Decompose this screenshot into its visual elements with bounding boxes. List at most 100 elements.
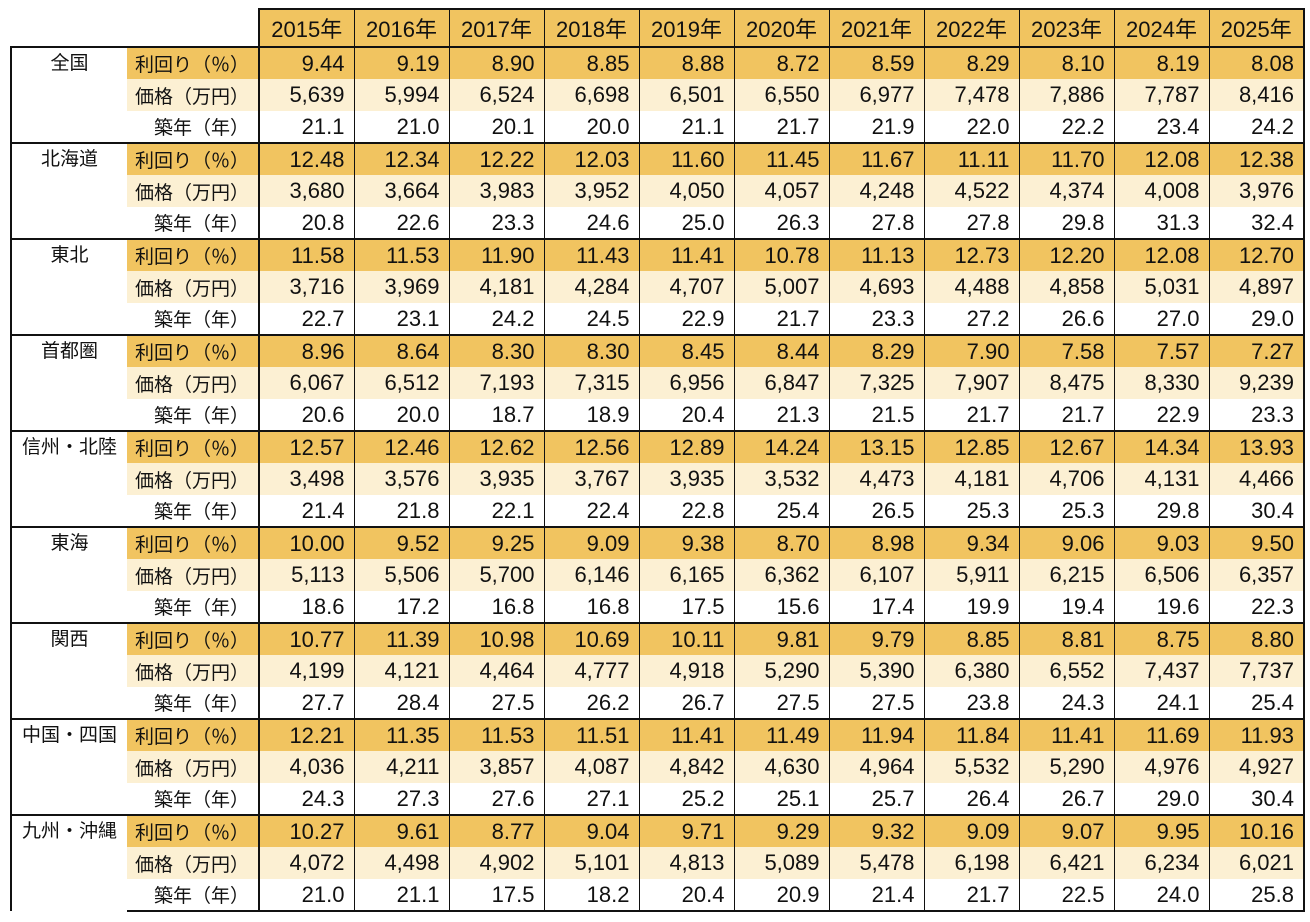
value-cell: 7,886: [1018, 79, 1115, 111]
value-cell: 12.67: [1018, 430, 1115, 463]
value-cell: 21.7: [733, 111, 830, 143]
table-row: 九州・沖縄 利回り（％） 10.27 9.61 8.77 9.04 9.71 9.29 9.32…: [10, 814, 1305, 911]
value-cell: 12.62: [448, 430, 545, 463]
value-cell: 8.75: [1113, 622, 1210, 655]
value-cell: 7,193: [448, 367, 545, 399]
value-cell: 9.81: [733, 622, 830, 655]
value-cell: 7,325: [828, 367, 925, 399]
value-cell: 8.19: [1113, 46, 1210, 79]
value-cell: 22.8: [638, 495, 735, 527]
value-cell: 4,707: [638, 271, 735, 303]
value-cell: 22.9: [1113, 399, 1210, 431]
value-cell: 9.38: [638, 526, 735, 559]
value-cell: 10.11: [638, 622, 735, 655]
value-cell: 3,576: [353, 463, 450, 495]
value-cell: 12.08: [1113, 142, 1210, 175]
value-cell: 21.7: [923, 399, 1020, 431]
value-cell: 3,680: [258, 175, 355, 207]
value-cell: 10.69: [543, 622, 640, 655]
value-cell: 27.8: [828, 207, 925, 239]
data-table: 2015年 2016年 2017年 2018年 2019年 2020年 2021年 2022年…: [10, 8, 1305, 912]
value-cell: 5,089: [733, 847, 830, 879]
metric-label: 利回り（％）: [127, 526, 260, 559]
value-cell: 26.2: [543, 687, 640, 719]
table-row: 価格（万円） 4,199 4,121 4,464 4,777 4,918 5,290 5,39…: [11, 655, 1305, 687]
metric-label: 築年（年）: [127, 687, 260, 719]
value-cell: 4,248: [828, 175, 925, 207]
value-cell: 9.07: [1018, 814, 1115, 847]
value-cell: 30.4: [1208, 783, 1305, 815]
value-cell: 12.20: [1018, 238, 1115, 271]
value-cell: 20.6: [258, 399, 355, 431]
value-cell: 11.69: [1113, 718, 1210, 751]
value-cell: 12.34: [353, 142, 450, 175]
value-cell: 8.88: [638, 46, 735, 79]
value-cell: 5,007: [733, 271, 830, 303]
metric-label: 利回り（％）: [127, 334, 260, 367]
value-cell: 12.21: [258, 718, 355, 751]
metric-label: 価格（万円）: [127, 847, 260, 879]
value-cell: 26.7: [638, 687, 735, 719]
metric-label: 価格（万円）: [127, 367, 260, 399]
value-cell: 3,935: [638, 463, 735, 495]
value-cell: 22.6: [353, 207, 450, 239]
value-cell: 22.1: [448, 495, 545, 527]
value-cell: 6,234: [1113, 847, 1210, 879]
value-cell: 16.8: [543, 591, 640, 623]
value-cell: 11.84: [923, 718, 1020, 751]
value-cell: 22.9: [638, 303, 735, 335]
value-cell: 16.8: [448, 591, 545, 623]
table-row: 北海道 利回り（％） 12.48 12.34 12.22 12.03 11.60 11.45 1…: [10, 142, 1305, 239]
value-cell: 4,464: [448, 655, 545, 687]
value-cell: 28.4: [353, 687, 450, 719]
value-cell: 22.7: [258, 303, 355, 335]
value-cell: 9.09: [543, 526, 640, 559]
table-row: 価格（万円） 3,498 3,576 3,935 3,767 3,935 3,532 4,47…: [11, 463, 1305, 495]
value-cell: 6,977: [828, 79, 925, 111]
value-cell: 6,380: [923, 655, 1020, 687]
value-cell: 8.85: [923, 622, 1020, 655]
table-row: 築年（年） 22.7 23.1 24.2 24.5 22.9 21.7 23.3 27.2 26.…: [11, 303, 1305, 335]
table-row: 価格（万円） 4,036 4,211 3,857 4,087 4,842 4,630 4,96…: [11, 751, 1305, 783]
value-cell: 12.03: [543, 142, 640, 175]
value-cell: 11.90: [448, 238, 545, 271]
value-cell: 12.57: [258, 430, 355, 463]
value-cell: 8,330: [1113, 367, 1210, 399]
value-cell: 6,512: [353, 367, 450, 399]
value-cell: 27.0: [1113, 303, 1210, 335]
value-cell: 20.9: [733, 879, 830, 912]
value-cell: 21.1: [258, 111, 355, 143]
value-cell: 8.90: [448, 46, 545, 79]
value-cell: 31.3: [1113, 207, 1210, 239]
metric-label: 価格（万円）: [127, 79, 260, 111]
value-cell: 9.32: [828, 814, 925, 847]
value-cell: 11.45: [733, 142, 830, 175]
value-cell: 4,211: [353, 751, 450, 783]
value-cell: 6,215: [1018, 559, 1115, 591]
value-cell: 26.3: [733, 207, 830, 239]
value-cell: 24.3: [258, 783, 355, 815]
value-cell: 4,964: [828, 751, 925, 783]
value-cell: 27.1: [543, 783, 640, 815]
value-cell: 27.5: [448, 687, 545, 719]
table-row: 価格（万円） 3,680 3,664 3,983 3,952 4,050 4,057 4,24…: [11, 175, 1305, 207]
value-cell: 7,437: [1113, 655, 1210, 687]
region-name: 北海道: [10, 142, 127, 239]
metric-label: 築年（年）: [127, 495, 260, 527]
value-cell: 11.53: [353, 238, 450, 271]
value-cell: 21.7: [733, 303, 830, 335]
value-cell: 12.56: [543, 430, 640, 463]
value-cell: 22.5: [1018, 879, 1115, 912]
value-cell: 5,290: [1018, 751, 1115, 783]
table-row: 価格（万円） 5,113 5,506 5,700 6,146 6,165 6,362 6,10…: [11, 559, 1305, 591]
value-cell: 9.44: [258, 46, 355, 79]
value-cell: 27.3: [353, 783, 450, 815]
value-cell: 11.41: [638, 718, 735, 751]
value-cell: 8.29: [923, 46, 1020, 79]
value-cell: 26.7: [1018, 783, 1115, 815]
metric-label: 築年（年）: [127, 111, 260, 143]
value-cell: 9.04: [543, 814, 640, 847]
table-row: 信州・北陸 利回り（％） 12.57 12.46 12.62 12.56 12.89 14.2…: [10, 430, 1305, 527]
value-cell: 25.3: [923, 495, 1020, 527]
value-cell: 3,857: [448, 751, 545, 783]
